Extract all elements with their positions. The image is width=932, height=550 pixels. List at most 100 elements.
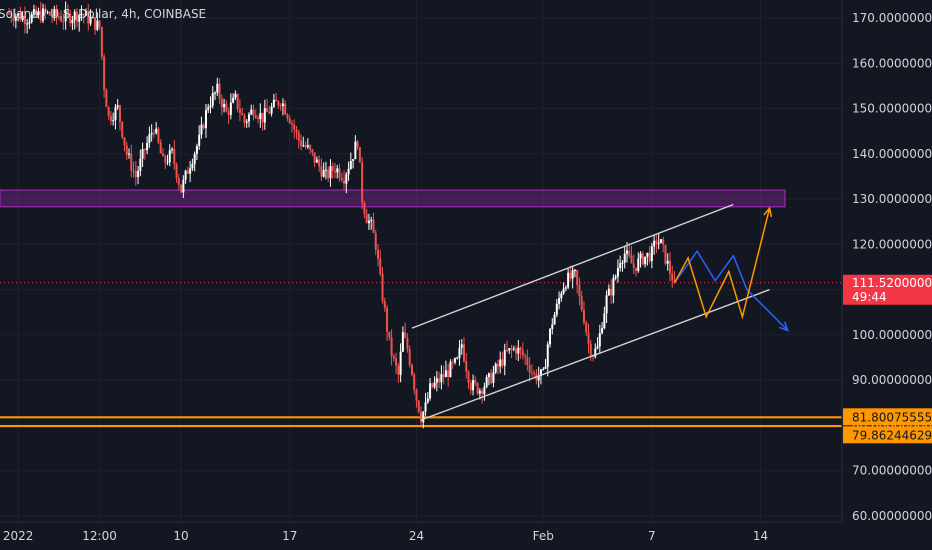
candle-body <box>589 343 592 356</box>
candle-body <box>424 402 427 412</box>
price-tick-label: 100.00000000 <box>852 328 932 342</box>
candle-body <box>139 158 142 171</box>
candle-body <box>381 273 384 302</box>
candle-body <box>449 361 452 377</box>
candle-body <box>664 244 667 264</box>
candle-body <box>460 344 463 349</box>
chart-title: Solana / U.S. Dollar, 4h, COINBASE <box>0 7 206 21</box>
candle-body <box>46 11 49 13</box>
candle-body <box>510 348 513 350</box>
price-tick-label: 120.00000000 <box>852 237 932 251</box>
candle-body <box>257 117 260 120</box>
candle-body <box>668 260 671 274</box>
candle-body <box>533 372 536 374</box>
candle-body <box>551 324 554 329</box>
candle-body <box>666 260 669 264</box>
candle-body <box>410 364 413 375</box>
candle-body <box>349 160 352 169</box>
candle-body <box>146 142 149 151</box>
candle-body <box>408 348 411 365</box>
candle-body <box>300 140 303 147</box>
candle-body <box>376 249 379 259</box>
candle-body <box>458 348 461 358</box>
candle-body <box>598 333 601 347</box>
candle-body <box>417 400 420 413</box>
candle-body <box>390 337 393 356</box>
candle-body <box>601 328 604 334</box>
candle-body <box>284 103 287 115</box>
channel-lower-line <box>420 288 770 421</box>
candle-body <box>302 145 305 147</box>
candle-body <box>528 365 531 373</box>
candle-body <box>48 11 51 16</box>
candle-body <box>614 276 617 279</box>
candle-body <box>202 124 205 129</box>
candle-body <box>363 203 366 214</box>
candle-body <box>152 133 155 135</box>
candle-body <box>78 14 81 22</box>
candle-body <box>37 11 40 16</box>
candle-body <box>404 332 407 338</box>
candle-body <box>553 314 556 325</box>
candle-body <box>650 246 653 262</box>
candle-body <box>331 166 334 171</box>
candle-body <box>453 358 456 363</box>
candle-body <box>10 13 13 18</box>
candle-body <box>234 93 237 98</box>
candle-body <box>14 16 17 21</box>
candle-body <box>329 166 332 179</box>
candle-body <box>100 27 103 57</box>
price-axis[interactable]: 170.00000000 160.00000000 150.00000000 140.… <box>841 0 932 550</box>
candle-body <box>204 109 207 129</box>
orange-projection-path-arrowhead <box>763 206 773 218</box>
candle-body <box>232 97 235 103</box>
candle-body <box>544 366 547 369</box>
candle-body <box>463 344 466 362</box>
candle-body <box>333 170 336 173</box>
candle-body <box>517 347 520 354</box>
candle-body <box>121 121 124 138</box>
candle-body <box>639 253 642 259</box>
time-axis[interactable]: 2022 12:00 10 17 24 Feb 7 14 <box>0 521 842 550</box>
candle-body <box>64 10 67 22</box>
candle-body <box>214 92 217 94</box>
candle-body <box>386 307 389 332</box>
candle-body <box>655 240 658 244</box>
candle-body <box>641 253 644 265</box>
candle-body <box>587 332 590 344</box>
price-tick-label: 150.00000000 <box>852 102 932 116</box>
candle-body <box>73 11 76 20</box>
candle-body <box>184 170 187 180</box>
candle-body <box>309 145 312 150</box>
candle-body <box>159 142 162 154</box>
orange-projection-path <box>673 207 771 320</box>
candle-body <box>218 83 221 99</box>
candle-body <box>270 106 273 114</box>
candle-body <box>96 20 99 30</box>
candle-body <box>492 372 495 384</box>
candle-body <box>438 378 441 383</box>
candle-body <box>625 250 628 254</box>
candle-body <box>155 128 158 134</box>
candle-body <box>395 358 398 366</box>
candle-body <box>51 15 54 17</box>
candle-body <box>481 390 484 395</box>
candle-body <box>648 252 651 262</box>
candle-body <box>118 105 121 122</box>
candle-body <box>277 101 280 106</box>
candle-body <box>508 348 511 351</box>
candle-body <box>578 284 581 297</box>
candle-body <box>612 278 615 296</box>
candle-body <box>399 351 402 375</box>
candle-body <box>259 112 262 120</box>
level-high-tag <box>843 408 932 426</box>
candle-body <box>275 99 278 102</box>
candle-body <box>161 153 164 157</box>
candle-body <box>225 103 228 112</box>
candle-body <box>487 373 490 378</box>
price-tick-label: 60.00000000 <box>852 509 932 523</box>
candle-body <box>567 272 570 288</box>
candle-body <box>657 243 660 245</box>
candle-body <box>623 253 626 263</box>
